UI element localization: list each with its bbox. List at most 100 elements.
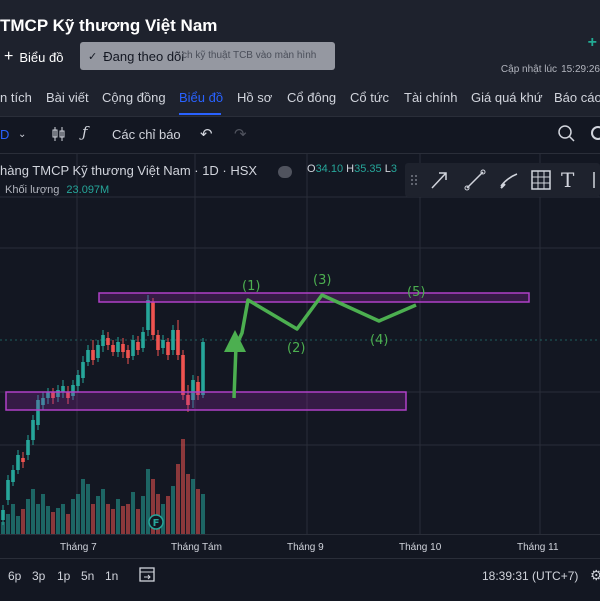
candle-body [51, 392, 55, 398]
range-6m-button[interactable]: 6p [8, 569, 22, 583]
volume-bar [191, 479, 195, 534]
gear-icon[interactable] [588, 123, 600, 146]
candle-body [171, 330, 175, 350]
volume-bar [11, 504, 15, 534]
candlestick-icon[interactable] [50, 125, 68, 146]
tab-articles[interactable]: Bài viết [46, 90, 89, 105]
plus-icon[interactable]: + [587, 34, 597, 51]
candle-body [126, 350, 130, 358]
candle-body [136, 342, 140, 350]
drawing-toolbar: T [405, 163, 600, 197]
volume-bar [121, 506, 125, 534]
following-tooltip[interactable]: ✓ Đang theo dõi ch kỹ thuật TCB vào màn … [80, 42, 335, 70]
volume-bar [51, 512, 55, 534]
indicators-label[interactable]: Các chỉ báo [112, 127, 181, 142]
chart-toolbar: D ⌄ ƒ Các chỉ báo ↶ ↷ [0, 117, 600, 154]
arrow-up-icon [224, 330, 246, 352]
undo-icon[interactable]: ↶ [200, 126, 213, 143]
text-tool-icon[interactable]: T [561, 168, 575, 192]
volume-bar [186, 474, 190, 534]
candle-body [116, 342, 120, 352]
tab-analysis[interactable]: n tích [0, 90, 32, 105]
range-3m-button[interactable]: 3p [32, 569, 46, 583]
goto-date-icon[interactable] [138, 565, 156, 586]
x-tick-label: Tháng 7 [60, 542, 97, 553]
volume-bar [21, 509, 25, 534]
plus-icon: + [4, 48, 14, 65]
elliott-wave[interactable] [224, 293, 417, 399]
volume-bar [6, 514, 10, 534]
wave-label-3: (3) [313, 273, 331, 288]
chevron-down-icon[interactable]: ⌄ [18, 129, 27, 140]
range-1m-button[interactable]: 1p [57, 569, 71, 583]
wave-label-1: (1) [242, 279, 260, 294]
volume-value: 23.097M [66, 184, 110, 196]
candle-body [181, 355, 185, 395]
volume-bar [66, 514, 70, 534]
volume-label: Khối lượng [5, 184, 60, 196]
more-tools-icon[interactable] [589, 168, 600, 192]
drag-handle-icon[interactable] [409, 168, 433, 192]
resistance-zone[interactable] [98, 292, 530, 303]
event-marker[interactable]: F [148, 514, 164, 530]
range-5d-button[interactable]: 5n [81, 569, 95, 583]
header-bar: TMCP Kỹ thương Việt Nam + + Biểu đồ ✓ Đa… [0, 0, 600, 82]
tab-history[interactable]: Giá quá khứ [471, 90, 543, 105]
candle-body [191, 380, 195, 400]
trendline-icon[interactable] [463, 168, 487, 192]
chart-canvas[interactable]: (1) (2) (3) (4) (5) F [0, 154, 600, 534]
candle-body [176, 330, 180, 355]
candle-body [186, 395, 190, 405]
interval-selector[interactable]: D [0, 127, 10, 142]
volume-bar [71, 499, 75, 534]
range-1d-button[interactable]: 1n [105, 569, 119, 583]
x-axis[interactable]: Tháng 7 Tháng Tám Tháng 9 Tháng 10 Tháng… [0, 534, 600, 559]
volume-bar [86, 484, 90, 534]
support-zone[interactable] [5, 391, 407, 411]
candle-body [76, 375, 80, 386]
function-icon: ƒ [82, 123, 88, 141]
magnifier-icon[interactable] [556, 123, 576, 146]
tab-community[interactable]: Cộng đồng [102, 90, 166, 105]
tab-finance[interactable]: Tài chính [404, 90, 458, 105]
high-label: H [346, 163, 355, 175]
candle-body [106, 338, 110, 345]
open-value: 34.10 [315, 163, 344, 175]
add-chart-button[interactable]: + Biểu đồ [0, 45, 70, 69]
volume-bar [31, 489, 35, 534]
volume-bar [91, 504, 95, 534]
volume-bar [166, 496, 170, 534]
volume-bar [76, 494, 80, 534]
tab-chart[interactable]: Biểu đồ [179, 90, 224, 105]
hide-legend-icon[interactable] [278, 166, 292, 178]
company-title: TMCP Kỹ thương Việt Nam [0, 16, 218, 35]
brush-icon[interactable] [497, 168, 521, 192]
volume-bar [101, 489, 105, 534]
volume-bar [156, 494, 160, 534]
tab-profile[interactable]: Hồ sơ [237, 90, 273, 105]
volume-bar [151, 479, 155, 534]
tab-reports[interactable]: Báo cáo [554, 90, 600, 105]
pointer-arrow-icon[interactable] [427, 168, 451, 192]
volume-bar [36, 504, 40, 534]
candle-body [6, 480, 10, 500]
settings-icon[interactable]: ⚙ [590, 567, 600, 583]
clock-timezone[interactable]: 18:39:31 (UTC+7) [482, 569, 579, 583]
tab-shareholders[interactable]: Cổ đông [287, 90, 337, 105]
volume-legend: Khối lượng 23.097M [5, 184, 109, 196]
tooltip-hint: ch kỹ thuật TCB vào màn hình [182, 50, 317, 61]
candle-body [86, 350, 90, 362]
volume-bar [106, 504, 110, 534]
volume-bars [1, 439, 205, 534]
redo-icon[interactable]: ↷ [234, 126, 247, 143]
volume-bar [126, 504, 130, 534]
grid-table-icon[interactable] [529, 168, 553, 192]
candle-body [161, 340, 165, 348]
indicators-button[interactable]: ƒ [82, 123, 88, 141]
candle-body [101, 335, 105, 346]
volume-bar [16, 516, 20, 534]
price-chart[interactable]: (1) (2) (3) (4) (5) F [0, 154, 600, 534]
candle-body [26, 440, 30, 455]
candle-body [121, 344, 125, 352]
tab-dividends[interactable]: Cổ tức [350, 90, 390, 105]
